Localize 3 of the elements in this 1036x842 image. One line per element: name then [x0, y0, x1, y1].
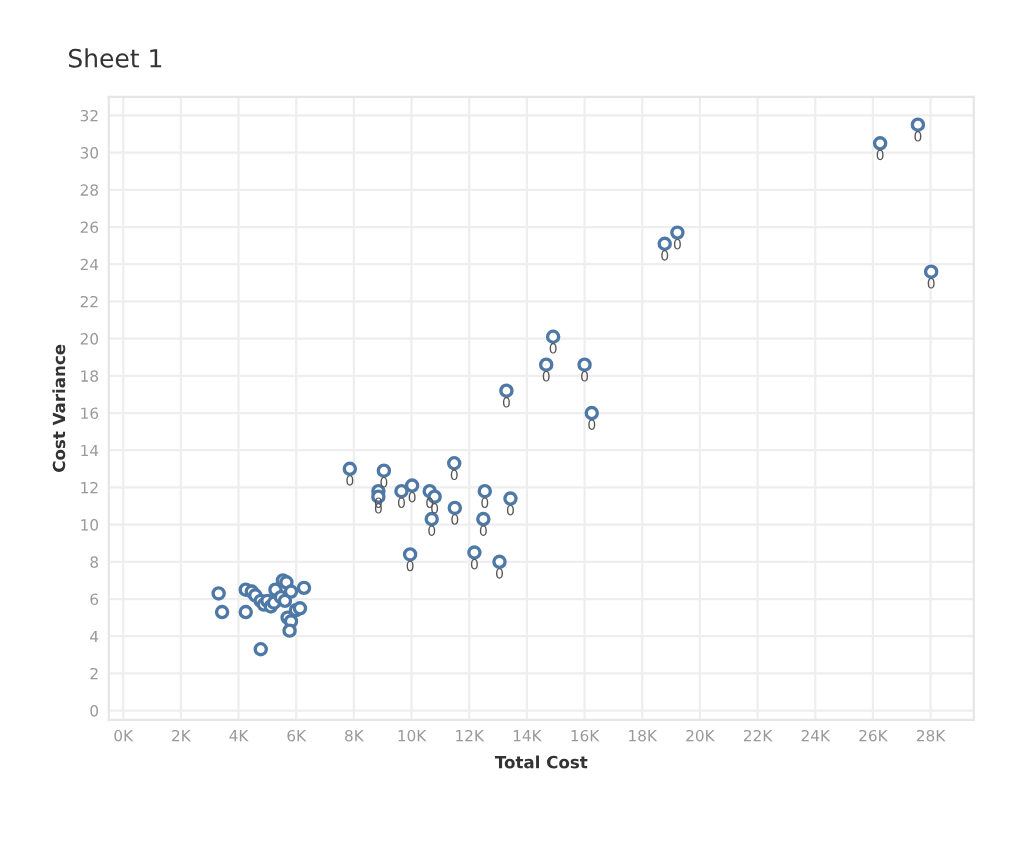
y-axis-title: Cost Variance	[52, 344, 66, 472]
x-axis-title: Total Cost	[494, 755, 588, 769]
chart-title: Sheet 1	[68, 48, 162, 68]
